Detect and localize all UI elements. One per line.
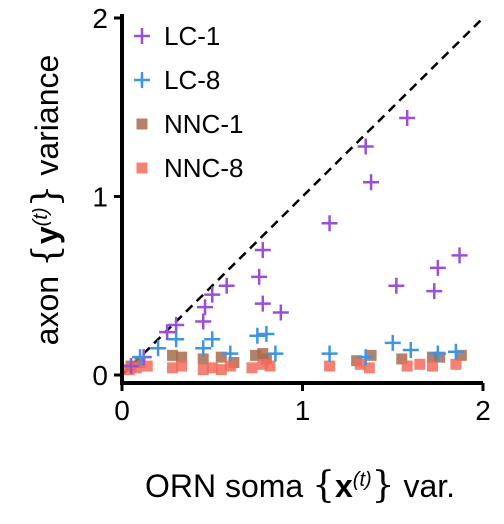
data-point-nnc-8	[324, 360, 336, 372]
data-point-nnc-1	[176, 351, 188, 363]
y-axis-label: axon {y(t)} variance	[26, 55, 67, 346]
data-point-lc-1	[429, 259, 446, 276]
data-point-lc-8	[204, 331, 221, 348]
data-point-nnc-1	[434, 351, 446, 363]
x-tick-label: 2	[475, 395, 491, 426]
legend-marker	[134, 72, 150, 88]
data-point-nnc-8	[264, 360, 276, 372]
data-point-nnc-8	[414, 358, 426, 370]
data-point-lc-8	[132, 349, 149, 366]
data-point-nnc-8	[426, 360, 438, 372]
data-point-lc-1	[123, 358, 140, 375]
data-point-lc-1	[357, 138, 374, 155]
legend-label: NNC-1	[164, 109, 243, 139]
data-point-nnc-8	[141, 360, 153, 372]
data-point-lc-1	[159, 324, 176, 341]
data-point-lc-1	[399, 109, 416, 126]
series-nnc-8	[123, 358, 462, 376]
legend-item-nnc-8: NNC-8	[136, 153, 243, 183]
data-point-lc-8	[150, 340, 167, 357]
data-point-lc-8	[249, 327, 266, 344]
data-point-lc-1	[426, 283, 443, 300]
data-point-nnc-8	[354, 358, 366, 370]
data-point-lc-1	[254, 242, 271, 259]
legend-item-lc-8: LC-8	[134, 65, 220, 95]
data-point-nnc-8	[176, 360, 188, 372]
data-point-nnc-8	[130, 362, 142, 374]
data-point-lc-1	[218, 277, 235, 294]
data-point-lc-8	[195, 340, 212, 357]
data-point-lc-1	[321, 215, 338, 232]
data-point-lc-1	[168, 317, 185, 334]
legend-marker	[134, 28, 150, 44]
identity-line	[121, 17, 484, 376]
data-point-lc-8	[258, 325, 275, 342]
data-point-lc-1	[195, 313, 212, 330]
data-point-nnc-8	[167, 362, 179, 374]
y-tick-label: 0	[92, 360, 108, 391]
data-point-nnc-1	[215, 351, 227, 363]
legend-item-nnc-1: NNC-1	[136, 109, 243, 139]
y-tick-labels: 0 1 2	[92, 3, 122, 391]
data-point-lc-1	[204, 286, 221, 303]
x-tick-label: 1	[295, 395, 311, 426]
legend-label: LC-1	[164, 21, 220, 51]
legend-label: LC-8	[164, 65, 220, 95]
data-point-lc-8	[402, 342, 419, 359]
data-point-nnc-8	[224, 360, 236, 372]
data-point-lc-8	[357, 349, 374, 366]
data-point-lc-8	[267, 345, 284, 362]
data-point-lc-1	[197, 299, 214, 316]
data-point-nnc-8	[206, 362, 218, 374]
x-tick-label: 0	[114, 395, 130, 426]
x-axis-label: ORN soma {x(t)} var.	[145, 465, 455, 506]
data-point-nnc-1	[365, 349, 377, 361]
data-point-lc-1	[272, 304, 289, 321]
x-tick-labels: 0 1 2	[114, 383, 491, 426]
data-point-lc-1	[451, 247, 468, 264]
legend-marker	[136, 162, 148, 174]
data-point-lc-1	[251, 268, 268, 285]
data-point-nnc-8	[401, 360, 413, 372]
data-point-lc-8	[429, 345, 446, 362]
series-lc-1	[123, 109, 468, 375]
data-point-nnc-1	[167, 349, 179, 361]
data-point-nnc-8	[450, 358, 462, 370]
data-point-nnc-1	[197, 353, 209, 365]
data-point-lc-8	[447, 343, 464, 360]
data-point-lc-1	[254, 295, 271, 312]
data-point-lc-8	[222, 345, 239, 362]
data-point-nnc-8	[257, 358, 269, 370]
legend-label: NNC-8	[164, 153, 243, 183]
data-point-nnc-1	[250, 349, 262, 361]
data-point-nnc-8	[123, 364, 135, 376]
data-point-lc-8	[321, 345, 338, 362]
legend-item-lc-1: LC-1	[134, 21, 220, 51]
data-point-lc-8	[384, 334, 401, 351]
data-point-nnc-8	[363, 362, 375, 374]
y-tick-label: 2	[92, 3, 108, 34]
data-point-nnc-1	[455, 349, 467, 361]
data-point-lc-8	[168, 331, 185, 348]
data-point-nnc-8	[197, 364, 209, 376]
series-lc-8	[132, 325, 464, 366]
legend: LC-1 LC-8 NNC-1 NNC-8	[134, 21, 243, 183]
data-point-nnc-8	[246, 362, 258, 374]
data-point-lc-1	[388, 277, 405, 294]
data-point-nnc-1	[426, 351, 438, 363]
legend-marker	[136, 118, 148, 130]
data-point-lc-1	[363, 174, 380, 191]
y-tick-label: 1	[92, 182, 108, 213]
data-point-nnc-1	[396, 353, 408, 365]
data-point-nnc-8	[215, 364, 227, 376]
